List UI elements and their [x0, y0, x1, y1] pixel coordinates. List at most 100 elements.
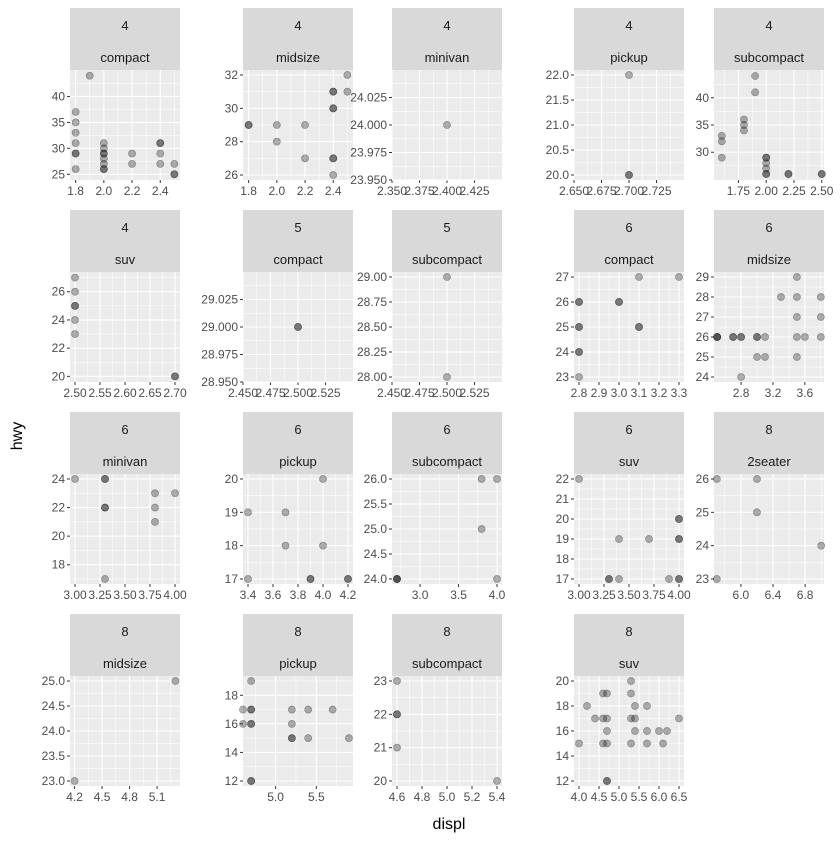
data-point — [151, 503, 159, 512]
strip-label-class: minivan — [425, 50, 470, 65]
y-tick-label: 24 — [52, 472, 66, 486]
data-point — [101, 503, 109, 512]
y-tick-label: 21.5 — [546, 93, 570, 107]
strip-label-cyl: 4 — [294, 18, 301, 33]
data-point — [792, 293, 801, 301]
data-point — [393, 575, 401, 583]
data-point — [101, 475, 109, 483]
y-tick-label: 23 — [556, 370, 570, 384]
data-point — [328, 705, 337, 714]
data-point — [762, 170, 771, 178]
y-tick-label: 20.0 — [546, 168, 570, 182]
y-tick-label: 25.5 — [364, 497, 388, 511]
data-point — [287, 719, 296, 728]
plot-background — [70, 70, 180, 180]
y-tick-label: 16 — [225, 717, 239, 731]
data-point — [247, 705, 256, 714]
x-axis-title: displ — [433, 816, 466, 833]
data-point — [170, 160, 179, 168]
facet-panel: 8 pickup 5.0 5.5 12 14 16 18 — [225, 614, 353, 804]
y-tick-label: 22 — [52, 341, 66, 355]
y-tick-label: 35 — [52, 115, 66, 129]
strip-label-cyl: 4 — [121, 18, 128, 33]
data-point — [247, 677, 256, 685]
facet-panel: 4 subcompact 1.75 2.00 2.25 2.50 30 35 40 — [696, 8, 834, 198]
x-tick-label: 6.0 — [651, 790, 668, 804]
x-tick-label: 3.3 — [671, 386, 688, 400]
facet-strip — [574, 614, 684, 676]
y-tick-label: 24.0 — [364, 572, 388, 586]
y-tick-label: 28 — [696, 290, 710, 304]
data-point — [287, 705, 296, 714]
data-point — [575, 298, 583, 306]
y-tick-label: 26.0 — [364, 472, 388, 486]
y-tick-label: 18 — [556, 552, 570, 566]
data-point — [171, 372, 179, 381]
facet-panel: 4 midsize 1.8 2.0 2.2 2.4 26 28 30 32 — [225, 8, 353, 198]
data-point — [344, 575, 352, 583]
data-point — [762, 170, 771, 178]
data-point — [493, 777, 501, 785]
data-point — [599, 739, 607, 748]
data-point — [603, 777, 611, 785]
data-point — [244, 575, 252, 583]
x-tick-label: 2.60 — [113, 386, 137, 400]
y-tick-label: 20 — [556, 674, 570, 688]
x-tick-label: 1.75 — [727, 184, 751, 198]
strip-label-cyl: 5 — [294, 220, 301, 235]
x-tick-label: 3.50 — [617, 588, 641, 602]
data-point — [625, 71, 633, 79]
data-point — [712, 475, 721, 483]
strip-label-cyl: 8 — [294, 624, 301, 639]
data-point — [792, 353, 801, 361]
data-point — [575, 323, 583, 331]
y-tick-label: 21 — [374, 741, 388, 755]
strip-label-cyl: 8 — [121, 624, 128, 639]
strip-label-cyl: 8 — [443, 624, 450, 639]
y-tick-label: 21 — [556, 492, 570, 506]
data-point — [675, 575, 683, 583]
data-point — [443, 273, 451, 281]
facet-strip — [392, 412, 502, 474]
y-tick-label: 23.5 — [42, 749, 66, 763]
facet-strip — [714, 412, 824, 474]
data-point — [99, 165, 108, 174]
x-tick-label: 6.4 — [765, 588, 782, 602]
x-tick-label: 5.1 — [149, 790, 166, 804]
data-point — [329, 104, 338, 113]
data-point — [329, 171, 338, 179]
data-point — [729, 333, 738, 341]
data-point — [170, 170, 179, 179]
x-tick-label: 3.0 — [611, 386, 628, 400]
y-tick-label: 30 — [696, 145, 710, 159]
y-tick-label: 26 — [696, 472, 710, 486]
y-tick-label: 25 — [556, 320, 570, 334]
x-tick-label: 2.55 — [88, 386, 112, 400]
x-tick-label: 4.5 — [94, 790, 111, 804]
y-tick-label: 20.5 — [546, 143, 570, 157]
data-point — [575, 348, 583, 356]
y-tick-label: 28 — [225, 135, 239, 149]
data-point — [605, 575, 613, 583]
data-point — [645, 535, 653, 543]
strip-label-cyl: 6 — [625, 422, 632, 437]
y-tick-label: 23.975 — [350, 146, 387, 160]
y-tick-label: 26 — [696, 330, 710, 344]
y-tick-label: 27 — [556, 270, 570, 284]
data-point — [99, 160, 108, 168]
strip-label-class: compact — [100, 50, 150, 65]
data-point — [675, 273, 683, 281]
data-point — [627, 714, 635, 723]
x-tick-label: 2.2 — [297, 184, 314, 198]
y-tick-label: 14 — [556, 749, 570, 763]
data-point — [493, 575, 501, 583]
data-point — [393, 710, 401, 719]
data-point — [71, 139, 80, 148]
y-tick-label: 32 — [225, 68, 239, 82]
y-tick-label: 23.0 — [42, 774, 66, 788]
data-point — [737, 373, 746, 381]
data-point — [663, 727, 671, 735]
y-tick-label: 16 — [556, 724, 570, 738]
x-tick-label: 3.4 — [240, 588, 257, 602]
